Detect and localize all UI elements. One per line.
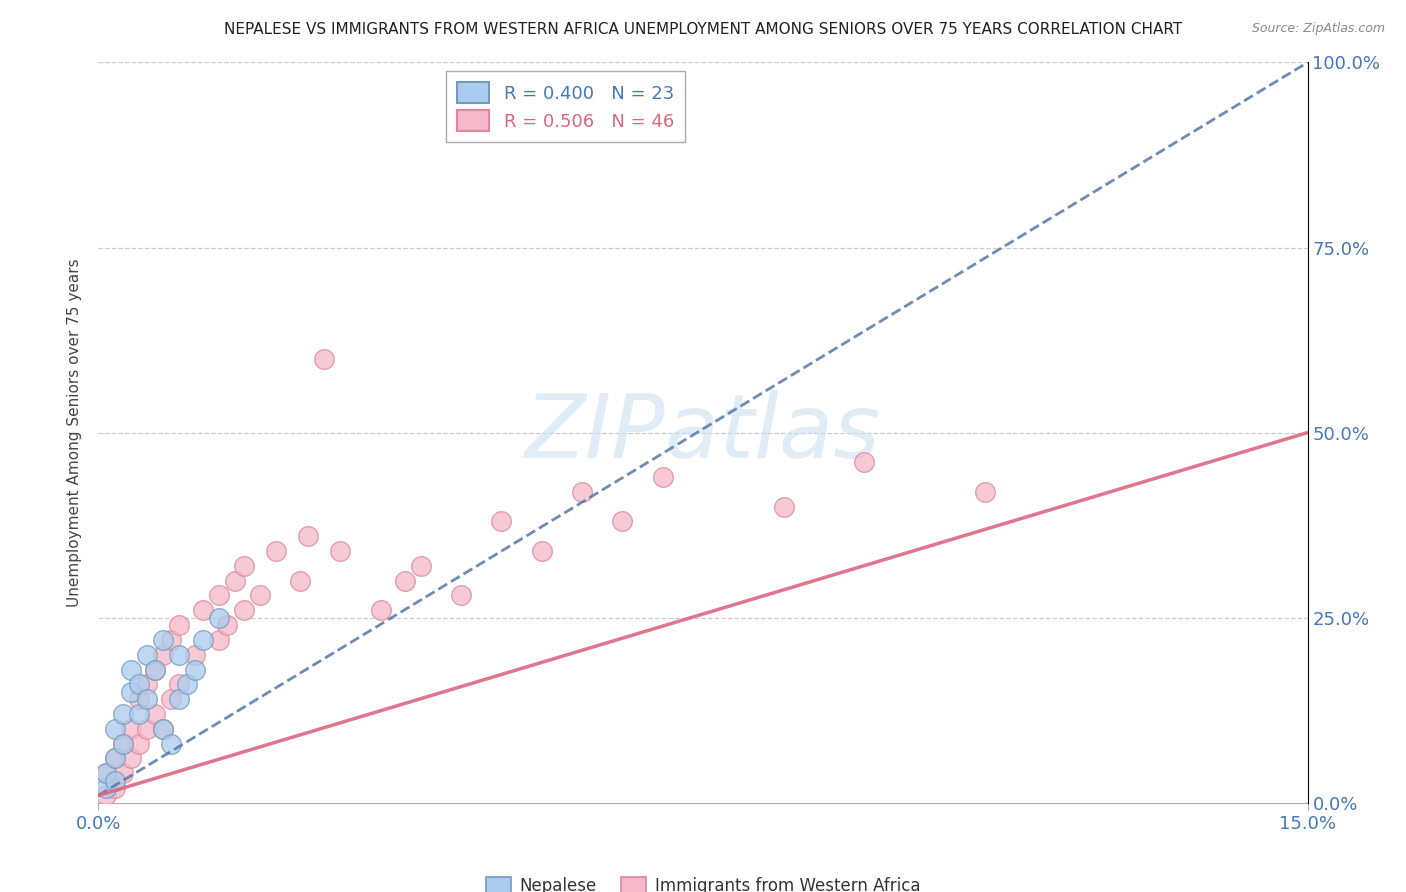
Point <box>111 706 134 721</box>
Point <box>135 692 157 706</box>
Point <box>208 589 231 603</box>
Point <box>184 663 207 677</box>
Text: NEPALESE VS IMMIGRANTS FROM WESTERN AFRICA UNEMPLOYMENT AMONG SENIORS OVER 75 YE: NEPALESE VS IMMIGRANTS FROM WESTERN AFRI… <box>224 22 1182 37</box>
Point <box>120 685 142 699</box>
Point <box>120 722 142 736</box>
Text: Source: ZipAtlas.com: Source: ZipAtlas.com <box>1251 22 1385 36</box>
Point <box>314 351 336 366</box>
Point <box>128 677 150 691</box>
Point <box>120 663 142 677</box>
Point <box>571 484 593 499</box>
Point <box>167 677 190 691</box>
Point <box>974 484 997 499</box>
Point <box>450 589 472 603</box>
Point <box>111 766 134 780</box>
Point <box>143 663 166 677</box>
Point <box>103 722 125 736</box>
Point <box>288 574 311 588</box>
Point <box>167 648 190 662</box>
Point <box>96 780 118 795</box>
Point <box>612 515 634 529</box>
Point <box>217 618 239 632</box>
Point <box>128 706 150 721</box>
Point <box>264 544 287 558</box>
Point <box>103 780 125 795</box>
Point <box>651 470 673 484</box>
Point <box>135 722 157 736</box>
Point <box>143 663 166 677</box>
Point <box>224 574 246 588</box>
Point <box>853 455 876 469</box>
Point <box>96 766 118 780</box>
Point <box>297 529 319 543</box>
Point <box>135 648 157 662</box>
Point <box>329 544 352 558</box>
Point <box>491 515 513 529</box>
Point <box>409 558 432 573</box>
Point <box>135 677 157 691</box>
Point <box>160 632 183 647</box>
Point <box>208 632 231 647</box>
Point <box>128 737 150 751</box>
Point <box>232 603 254 617</box>
Point <box>160 737 183 751</box>
Point <box>193 603 215 617</box>
Point <box>184 648 207 662</box>
Y-axis label: Unemployment Among Seniors over 75 years: Unemployment Among Seniors over 75 years <box>67 259 83 607</box>
Point <box>111 737 134 751</box>
Point <box>120 751 142 765</box>
Point <box>103 773 125 788</box>
Point <box>176 677 198 691</box>
Point <box>208 610 231 624</box>
Point <box>193 632 215 647</box>
Point <box>167 618 190 632</box>
Point <box>143 706 166 721</box>
Text: ZIPatlas: ZIPatlas <box>526 390 880 475</box>
Point <box>96 766 118 780</box>
Point <box>152 632 174 647</box>
Point <box>111 737 134 751</box>
Point <box>160 692 183 706</box>
Point <box>249 589 271 603</box>
Point <box>772 500 794 514</box>
Point <box>103 751 125 765</box>
Point <box>530 544 553 558</box>
Point <box>370 603 392 617</box>
Point <box>152 722 174 736</box>
Point <box>152 722 174 736</box>
Point <box>232 558 254 573</box>
Point <box>152 648 174 662</box>
Point <box>167 692 190 706</box>
Legend: Nepalese, Immigrants from Western Africa: Nepalese, Immigrants from Western Africa <box>479 871 927 892</box>
Point <box>394 574 416 588</box>
Point <box>128 692 150 706</box>
Point <box>96 789 118 803</box>
Point <box>103 751 125 765</box>
